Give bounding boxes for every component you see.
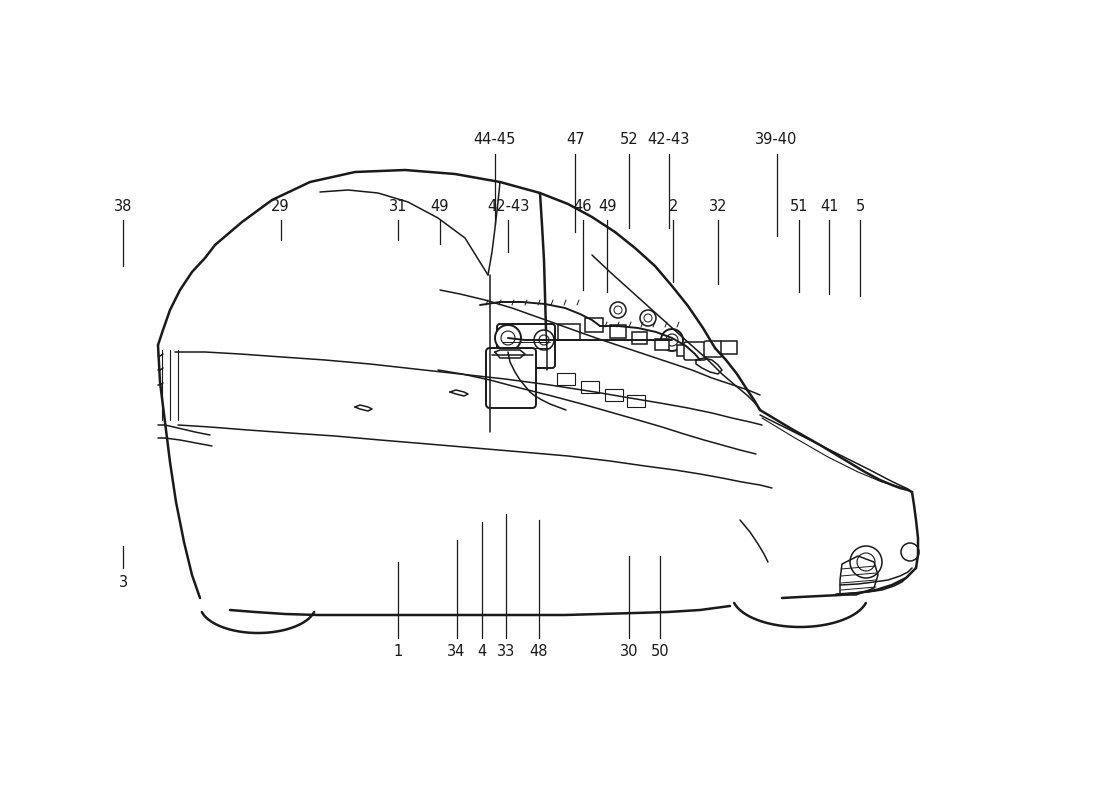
FancyBboxPatch shape [720, 341, 737, 354]
FancyBboxPatch shape [497, 324, 556, 368]
Bar [632, 332, 647, 344]
FancyBboxPatch shape [557, 373, 575, 385]
Text: 41: 41 [821, 199, 838, 214]
Text: 52: 52 [620, 133, 638, 147]
FancyBboxPatch shape [704, 341, 722, 357]
Circle shape [640, 310, 656, 326]
Circle shape [666, 334, 678, 346]
Circle shape [614, 306, 622, 314]
Circle shape [901, 543, 918, 561]
Circle shape [661, 329, 683, 351]
FancyBboxPatch shape [684, 342, 706, 360]
Text: 29: 29 [272, 199, 289, 214]
Text: 34: 34 [448, 645, 465, 659]
Text: 49: 49 [598, 199, 616, 214]
Text: 46: 46 [574, 199, 592, 214]
FancyBboxPatch shape [486, 348, 536, 408]
Text: 48: 48 [530, 645, 548, 659]
Text: 49: 49 [431, 199, 449, 214]
Bar [558, 324, 580, 340]
FancyBboxPatch shape [627, 395, 645, 407]
Circle shape [610, 302, 626, 318]
Text: 50: 50 [651, 645, 669, 659]
Text: 2: 2 [669, 199, 678, 214]
Text: 32: 32 [710, 199, 727, 214]
Text: 44-45: 44-45 [474, 133, 516, 147]
Bar [676, 345, 691, 356]
Text: 1: 1 [394, 645, 403, 659]
Text: 42-43: 42-43 [487, 199, 529, 214]
Text: 30: 30 [620, 645, 638, 659]
Circle shape [500, 331, 515, 345]
Circle shape [495, 325, 521, 351]
Bar [654, 339, 669, 350]
FancyBboxPatch shape [581, 381, 600, 393]
Text: 31: 31 [389, 199, 407, 214]
Text: 51: 51 [790, 199, 807, 214]
Bar [585, 318, 603, 332]
Text: 39-40: 39-40 [756, 133, 798, 147]
Circle shape [644, 314, 652, 322]
Circle shape [534, 330, 554, 350]
Text: 42-43: 42-43 [648, 133, 690, 147]
Circle shape [857, 553, 874, 571]
Text: 47: 47 [566, 133, 584, 147]
Text: 4: 4 [477, 645, 486, 659]
Text: 5: 5 [856, 199, 865, 214]
Text: 33: 33 [497, 645, 515, 659]
FancyBboxPatch shape [605, 389, 623, 401]
Circle shape [850, 546, 882, 578]
Text: 3: 3 [119, 575, 128, 590]
Circle shape [539, 335, 549, 345]
Bar [610, 325, 626, 338]
Text: 38: 38 [114, 199, 132, 214]
